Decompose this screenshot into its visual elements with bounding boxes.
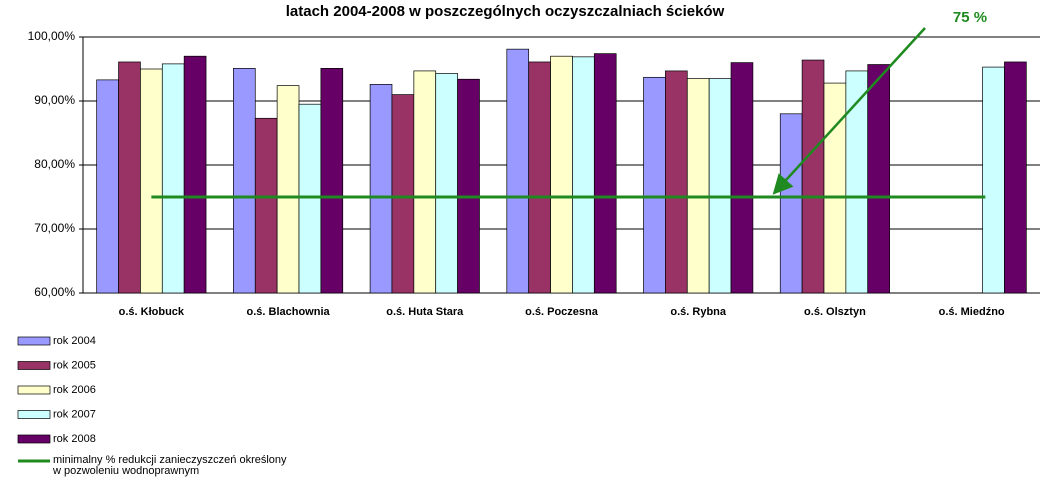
bar [391,94,415,294]
bar [593,53,617,294]
bar [183,55,207,294]
bar [276,85,300,294]
bar [823,82,847,294]
bar [982,66,1005,294]
bar [254,117,278,294]
x-tick-label: o.ś. Kłobuck [119,306,185,318]
bar [369,84,393,294]
bar [708,78,732,294]
bar [161,63,185,294]
bar [572,56,595,294]
annotation-arrow [772,27,926,195]
bar [118,61,141,294]
bar [320,68,344,294]
bar [867,64,890,294]
legend-label: rok 2004 [53,335,96,347]
bar [801,59,825,294]
annotation: 75 % [953,9,987,26]
x-tick-label: o.ś. Blachownia [247,306,331,318]
chart-title: latach 2004-2008 w poszczególnych oczysz… [286,3,725,20]
legend-swatch [17,361,51,370]
legend-swatch [17,410,51,419]
legend-label: rok 2008 [53,433,96,445]
bar [1004,61,1027,294]
bar [528,61,551,294]
bar [550,55,573,294]
x-tick-label: o.ś. Poczesna [525,306,599,318]
x-tick-label: o.ś. Miedźno [939,306,1005,318]
bar [457,78,480,294]
bar [233,68,256,294]
legend-label: rok 2005 [53,359,96,371]
bar [643,76,666,294]
bar [686,78,710,294]
bar [298,103,322,294]
legend-label: rok 2007 [53,408,96,420]
legend-label: rok 2006 [53,384,96,396]
y-tick-label: 60,00% [34,285,75,299]
legend-swatch [17,336,51,346]
y-tick-label: 90,00% [34,93,75,107]
y-tick-label: 70,00% [34,221,75,235]
bar [435,73,458,294]
x-tick-label: o.ś. Huta Stara [386,306,464,318]
bar [413,70,437,294]
bar [140,68,163,294]
y-tick-label: 100,00% [28,29,76,43]
bar [96,79,119,294]
legend-swatch [17,434,51,444]
bar [665,70,688,294]
bar [779,113,803,294]
legend-label: minimalny % redukcji zanieczyszczeń okre… [53,454,287,477]
bar [506,48,530,294]
legend-swatch [17,385,51,395]
y-tick-label: 80,00% [34,157,75,171]
bar [730,62,754,294]
x-tick-label: o.ś. Olsztyn [804,306,866,318]
x-tick-label: o.ś. Rybna [670,306,727,318]
